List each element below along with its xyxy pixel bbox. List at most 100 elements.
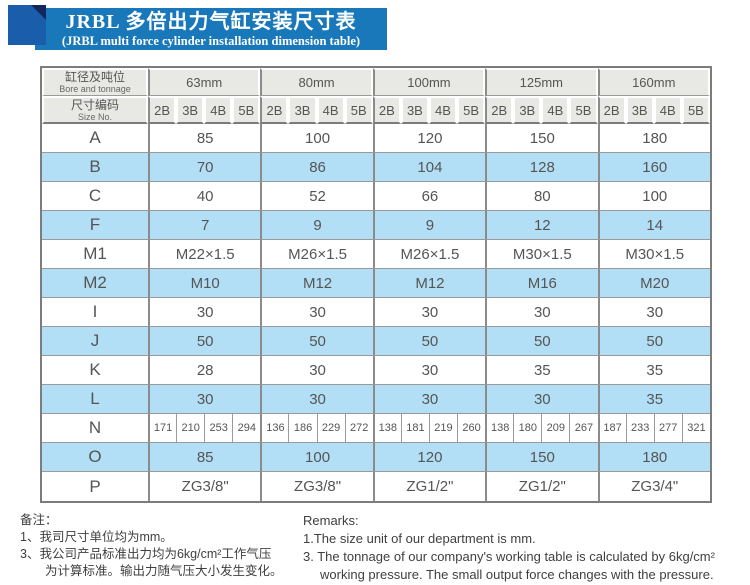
dim-value-cell: 321 <box>681 414 710 443</box>
remarks-en-heading: Remarks: <box>303 513 359 528</box>
dim-value-cell: ZG3/4" <box>597 472 710 501</box>
dim-row-m2: M2 M10 M12 M12 M16 M20 <box>42 269 710 298</box>
dim-value-cell: 180 <box>513 414 542 443</box>
dim-value-cell: M20 <box>597 269 710 298</box>
dim-value-cell: M16 <box>485 269 598 298</box>
size-code-header-cell: 2B <box>372 96 401 124</box>
dim-value-cell: 12 <box>485 211 598 240</box>
row-label: N <box>42 414 148 443</box>
row-label: M1 <box>42 240 148 269</box>
dim-value-cell: 128 <box>485 153 598 182</box>
dim-value-cell: M10 <box>148 269 261 298</box>
dimension-table: 缸径及吨位 Bore and tonnage 63mm 80mm 100mm 1… <box>40 66 712 503</box>
dim-value-cell: 85 <box>148 124 261 153</box>
remarks-chinese: 备注： 1、我司尺寸单位均为mm。 3、我公司产品标准出力均为6kg/cm²工作… <box>20 512 298 580</box>
dim-value-cell: 7 <box>148 211 261 240</box>
dim-value-cell: ZG1/2" <box>485 472 598 501</box>
dim-row-m1: M1 M22×1.5 M26×1.5 M26×1.5 M30×1.5 M30×1… <box>42 240 710 269</box>
dim-value-cell: 30 <box>485 385 598 414</box>
dim-value-cell: 138 <box>485 414 514 443</box>
dim-value-cell: 50 <box>148 327 261 356</box>
size-code-header-cell: 5B <box>344 96 373 124</box>
dim-value-cell: 30 <box>148 298 261 327</box>
row-label: I <box>42 298 148 327</box>
size-code-header-cell: 4B <box>316 96 345 124</box>
row-label: A <box>42 124 148 153</box>
dim-value-cell: 219 <box>428 414 458 443</box>
dim-value-cell: 30 <box>372 385 486 414</box>
dim-value-cell: 50 <box>372 327 486 356</box>
size-code-header-cell: 2B <box>485 96 514 124</box>
remarks-en-line2: 3. The tonnage of our company's working … <box>303 549 715 564</box>
remarks-cn-heading: 备注： <box>20 513 58 527</box>
bore-size-100: 100mm <box>372 68 486 96</box>
size-code-header-cell: 4B <box>428 96 458 124</box>
dim-value-cell: 100 <box>260 124 373 153</box>
dim-value-cell: M30×1.5 <box>485 240 598 269</box>
dim-value-cell: 100 <box>260 443 373 472</box>
corner-fold-shape <box>31 5 46 20</box>
dim-value-cell: 277 <box>653 414 682 443</box>
dim-value-cell: 30 <box>260 298 373 327</box>
size-code-header-cell: 2B <box>597 96 626 124</box>
size-code-header-cell: 5B <box>681 96 710 124</box>
decorative-blue-square <box>8 5 46 45</box>
dim-value-cell: 40 <box>148 182 261 211</box>
dim-value-cell: 160 <box>597 153 710 182</box>
dim-value-cell: 30 <box>485 298 598 327</box>
dim-value-cell: 9 <box>372 211 486 240</box>
bore-size-63: 63mm <box>148 68 261 96</box>
dim-value-cell: 35 <box>597 356 710 385</box>
dim-row-a: A 85 100 120 150 180 <box>42 124 710 153</box>
dim-value-cell: 35 <box>485 356 598 385</box>
dim-value-cell: 85 <box>148 443 261 472</box>
dim-value-cell: 80 <box>485 182 598 211</box>
dim-row-f: F 7 9 9 12 14 <box>42 211 710 240</box>
size-code-header-row: 尺寸编码 Size No. 2B 3B 4B 5B 2B 3B 4B 5B 2B… <box>42 96 710 124</box>
page-title: JRBL 多倍出力气缸安装尺寸表 <box>65 11 357 33</box>
row-label: P <box>42 472 148 501</box>
bore-tonnage-header: 缸径及吨位 Bore and tonnage <box>42 68 148 96</box>
dim-value-cell: 30 <box>260 385 373 414</box>
dim-value-cell: 50 <box>260 327 373 356</box>
dim-value-cell: 272 <box>344 414 373 443</box>
dim-value-cell: 136 <box>260 414 289 443</box>
dim-value-cell: 35 <box>597 385 710 414</box>
dim-value-cell: 138 <box>372 414 401 443</box>
dim-value-cell: 267 <box>569 414 598 443</box>
title-banner: JRBL 多倍出力气缸安装尺寸表 (JRBL multi force cylin… <box>35 8 387 50</box>
remarks-en-line3: working pressure. The small output force… <box>320 567 714 582</box>
dim-value-cell: 104 <box>372 153 486 182</box>
dim-row-l: L 30 30 30 30 35 <box>42 385 710 414</box>
dim-value-cell: 50 <box>485 327 598 356</box>
dim-value-cell: 30 <box>597 298 710 327</box>
dim-value-cell: 30 <box>148 385 261 414</box>
size-code-header-cell: 5B <box>569 96 598 124</box>
dim-value-cell: 50 <box>597 327 710 356</box>
size-code-header-cell: 4B <box>204 96 233 124</box>
size-code-header-cell: 5B <box>232 96 261 124</box>
dim-value-cell: 210 <box>176 414 205 443</box>
dim-value-cell: 180 <box>597 443 710 472</box>
dim-value-cell: 233 <box>625 414 654 443</box>
bore-header-row: 缸径及吨位 Bore and tonnage 63mm 80mm 100mm 1… <box>42 68 710 96</box>
dim-value-cell: M26×1.5 <box>372 240 486 269</box>
dim-value-cell: 294 <box>232 414 261 443</box>
dim-value-cell: 52 <box>260 182 373 211</box>
dim-value-cell: M30×1.5 <box>597 240 710 269</box>
dim-value-cell: 70 <box>148 153 261 182</box>
remarks-cn-line3: 为计算标准。输出力随气压大小发生变化。 <box>45 564 283 578</box>
page-subtitle: (JRBL multi force cylinder installation … <box>61 34 361 48</box>
size-code-header-cell: 3B <box>288 96 317 124</box>
dim-value-cell: ZG3/8" <box>260 472 373 501</box>
row-label: F <box>42 211 148 240</box>
dim-row-o: O 85 100 120 150 180 <box>42 443 710 472</box>
dim-value-cell: M22×1.5 <box>148 240 261 269</box>
dim-value-cell: M12 <box>372 269 486 298</box>
remarks-en-line1: 1.The size unit of our department is mm. <box>303 531 536 546</box>
dim-value-cell: 66 <box>372 182 486 211</box>
dim-value-cell: 9 <box>260 211 373 240</box>
dim-value-cell: ZG3/8" <box>148 472 261 501</box>
dim-value-cell: 180 <box>597 124 710 153</box>
